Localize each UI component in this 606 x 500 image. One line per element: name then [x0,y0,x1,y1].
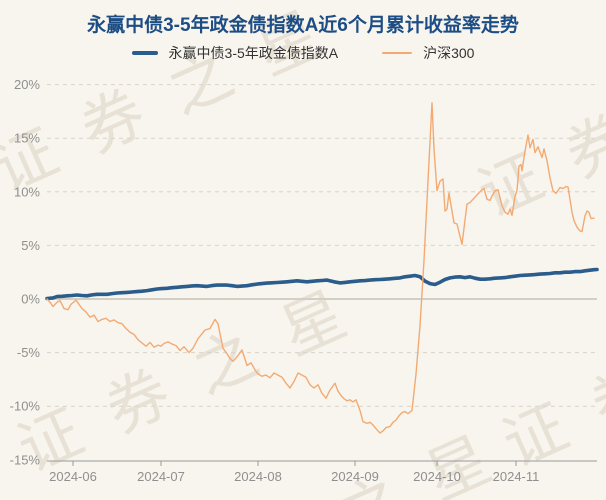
y-axis-tick-label: -10% [10,399,41,414]
y-axis-tick-label: 5% [21,238,40,253]
legend-label-fund: 永赢中债3-5年政金债指数A [168,45,339,61]
y-axis-tick-label: 10% [14,184,40,199]
y-axis-tick-label: -15% [10,452,41,467]
legend-item-fund-index[interactable]: 永赢中债3-5年政金债指数A [131,43,339,63]
chart-legend: 永赢中债3-5年政金债指数A 沪深300 [0,43,606,63]
x-axis-tick-label: 2024-11 [493,469,540,484]
legend-item-csi300[interactable]: 沪深300 [382,43,474,63]
x-axis-tick-label: 2024-09 [331,469,379,484]
series-line-fund-index [45,267,599,301]
csi300-line-swatch-icon [382,52,413,54]
legend-label-csi300: 沪深300 [423,45,475,61]
y-axis-tick-label: 20% [14,77,40,92]
x-axis-tick-label: 2024-10 [413,469,461,484]
x-axis-tick-label: 2024-06 [49,469,97,484]
x-axis-tick-label: 2024-07 [137,469,185,484]
series-line-csi300 [46,102,595,434]
chart-title: 永赢中债3-5年政金债指数A近6个月累计收益率走势 [87,15,519,36]
y-axis-tick-label: -5% [17,345,41,360]
y-axis-tick-label: 0% [21,292,40,307]
y-axis-tick-label: 15% [14,131,40,146]
x-axis-tick-label: 2024-08 [234,469,282,484]
fund-line-swatch-icon [131,51,158,55]
